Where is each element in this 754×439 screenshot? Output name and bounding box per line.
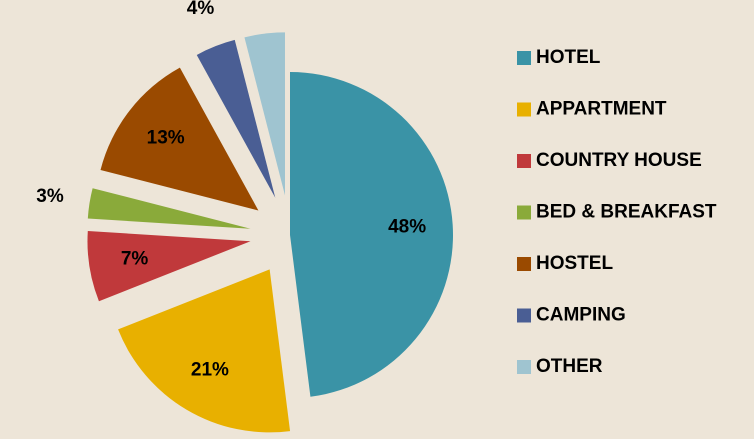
legend-swatch [517,51,531,65]
data-label: 4% [187,0,215,19]
legend-swatch [517,360,531,374]
data-label: 7% [121,249,149,270]
pie-slice [87,231,251,302]
legend-swatch [517,205,531,220]
pie-slice [87,188,251,229]
data-label: 13% [147,128,185,149]
data-label: 3% [36,186,64,207]
legend-label: APPARTMENT [536,99,667,120]
pie-slice [290,72,453,397]
legend-swatch [517,102,531,117]
pie-slice [118,269,291,433]
pie-slice [100,67,259,211]
legend-swatch [517,308,531,323]
legend-label: BED & BREAKFAST [536,202,717,223]
legend-swatch [517,154,531,168]
legend-label: HOSTEL [536,253,613,274]
legend-swatch [517,257,531,271]
pie-slice [196,39,276,198]
data-label: 4% [246,0,274,4]
data-label: 48% [388,217,426,238]
legend-label: HOTEL [536,47,601,68]
legend-label: OTHER [536,356,603,377]
legend-label: CAMPING [536,305,626,326]
data-label: 21% [191,359,229,380]
pie-slice [244,32,285,196]
legend-label: COUNTRY HOUSE [536,150,702,171]
